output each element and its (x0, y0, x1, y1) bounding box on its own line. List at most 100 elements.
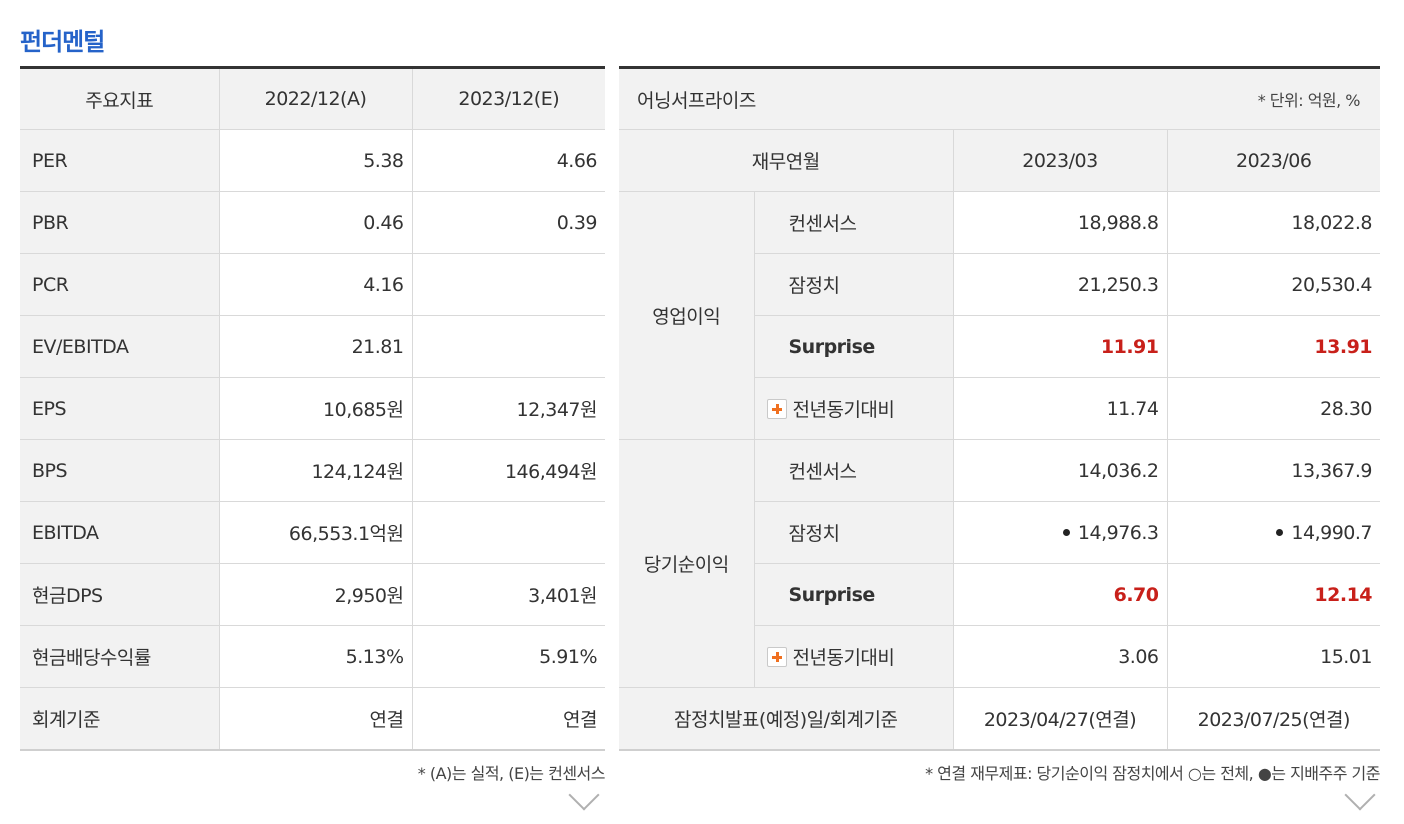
estimate-value: 0.39 (411, 191, 605, 254)
table-row: 회계기준 연결 연결 (20, 687, 605, 750)
footer-value: 2023/04/27(연결) (952, 687, 1167, 750)
actual-value: 21.81 (218, 315, 412, 378)
consensus-value: 14,036.2 (952, 439, 1167, 502)
actual-value: 5.13% (218, 625, 412, 688)
actual-value: 2,950원 (218, 563, 412, 626)
preliminary-value-cell: 14,976.3 (952, 501, 1167, 564)
surprise-value: 12.14 (1166, 563, 1381, 626)
row-label: EPS (20, 377, 219, 440)
row-label-yoy[interactable]: 전년동기대비 (753, 377, 953, 440)
yoy-value: 28.30 (1166, 377, 1381, 440)
row-label: 현금배당수익률 (20, 625, 219, 688)
row-label: BPS (20, 439, 219, 502)
panel-title: 어닝서프라이즈 (619, 67, 953, 130)
yoy-label-text: 전년동기대비 (792, 647, 895, 669)
header-indicator: 주요지표 (20, 67, 219, 130)
section-title: 펀더멘털 (20, 28, 105, 56)
actual-value: 124,124원 (218, 439, 412, 502)
expand-plus-icon[interactable] (766, 399, 787, 419)
table-row: 당기순이익 컨센서스 14,036.2 13,367.9 (619, 439, 1381, 688)
row-label: PCR (20, 253, 219, 316)
actual-value: 66,553.1억원 (218, 501, 412, 564)
table-row: EPS 10,685원 12,347원 (20, 377, 605, 440)
estimate-value (411, 501, 605, 564)
preliminary-value-cell: 14,990.7 (1166, 501, 1381, 564)
estimate-value: 146,494원 (411, 439, 605, 502)
header-period: 재무연월 (619, 129, 953, 192)
surprise-value: 6.70 (952, 563, 1167, 626)
table-row: PER 5.38 4.66 (20, 129, 605, 192)
preliminary-value: 14,990.7 (1291, 521, 1373, 544)
actual-value: 0.46 (218, 191, 412, 254)
estimate-value: 5.91% (411, 625, 605, 688)
row-label: EV/EBITDA (20, 315, 219, 378)
actual-value: 5.38 (218, 129, 412, 192)
table-row: PBR 0.46 0.39 (20, 191, 605, 254)
table-footer-row: 잠정치발표(예정)일/회계기준 2023/04/27(연결) 2023/07/2… (619, 687, 1381, 750)
estimate-value: 12,347원 (411, 377, 605, 440)
row-label: 회계기준 (20, 687, 219, 750)
row-label-consensus: 컨센서스 (753, 191, 953, 254)
earnings-surprise-table: 어닝서프라이즈 * 단위: 억원, % 재무연월 2023/03 2023/06… (619, 66, 1381, 751)
surprise-value: 11.91 (952, 315, 1167, 378)
table-row: Surprise 11.91 13.91 (619, 315, 1381, 378)
table-header-row: 주요지표 2022/12(A) 2023/12(E) (20, 67, 605, 130)
left-footnote: * (A)는 실적, (E)는 컨센서스 (417, 764, 606, 783)
estimate-value (411, 253, 605, 316)
consensus-value: 18,988.8 (952, 191, 1167, 254)
table-row: 잠정치 21,250.3 20,530.4 (619, 253, 1381, 316)
table-row: EBITDA 66,553.1억원 (20, 501, 605, 564)
row-label-surprise: Surprise (753, 315, 953, 378)
yoy-value: 3.06 (952, 625, 1167, 688)
table-row: 전년동기대비 11.74 28.30 (619, 377, 1381, 440)
table-row: 현금DPS 2,950원 3,401원 (20, 563, 605, 626)
expand-chevron-down-icon[interactable] (568, 779, 600, 811)
row-label: PBR (20, 191, 219, 254)
yoy-label-text: 전년동기대비 (792, 399, 895, 421)
actual-value: 4.16 (218, 253, 412, 316)
row-label: 현금DPS (20, 563, 219, 626)
header-estimate: 2023/12(E) (411, 67, 605, 130)
estimate-value: 3,401원 (411, 563, 605, 626)
preliminary-value: 14,976.3 (1077, 521, 1159, 544)
row-label: EBITDA (20, 501, 219, 564)
row-label-surprise: Surprise (753, 563, 953, 626)
row-label: PER (20, 129, 219, 192)
consensus-value: 13,367.9 (1166, 439, 1381, 502)
actual-value: 연결 (218, 687, 412, 750)
estimate-value (411, 315, 605, 378)
key-indicators-table: 주요지표 2022/12(A) 2023/12(E) PER 5.38 4.66… (20, 66, 605, 751)
row-label-yoy[interactable]: 전년동기대비 (753, 625, 953, 688)
header-actual: 2022/12(A) (218, 67, 412, 130)
actual-value: 10,685원 (218, 377, 412, 440)
table-row: 현금배당수익률 5.13% 5.91% (20, 625, 605, 688)
key-indicators-panel: 주요지표 2022/12(A) 2023/12(E) PER 5.38 4.66… (20, 66, 605, 751)
yoy-value: 11.74 (952, 377, 1167, 440)
expand-plus-icon[interactable] (766, 647, 787, 667)
controlling-shareholder-dot-icon (1062, 528, 1070, 536)
row-label-preliminary: 잠정치 (753, 501, 953, 564)
footer-value: 2023/07/25(연결) (1166, 687, 1381, 750)
header-period-2: 2023/06 (1166, 129, 1381, 192)
estimate-value: 연결 (411, 687, 605, 750)
yoy-value: 15.01 (1166, 625, 1381, 688)
table-header-row: 재무연월 2023/03 2023/06 (619, 129, 1381, 192)
unit-note: * 단위: 억원, % (953, 67, 1381, 130)
table-row: PCR 4.16 (20, 253, 605, 316)
preliminary-value: 21,250.3 (952, 253, 1167, 316)
table-row: BPS 124,124원 146,494원 (20, 439, 605, 502)
table-row: 잠정치 14,976.3 14,990.7 (619, 501, 1381, 564)
table-row: 전년동기대비 3.06 15.01 (619, 625, 1381, 688)
earnings-surprise-panel: 어닝서프라이즈 * 단위: 억원, % 재무연월 2023/03 2023/06… (619, 66, 1381, 751)
table-row: Surprise 6.70 12.14 (619, 563, 1381, 626)
preliminary-value: 20,530.4 (1166, 253, 1381, 316)
footer-label: 잠정치발표(예정)일/회계기준 (619, 687, 953, 750)
header-period-1: 2023/03 (952, 129, 1167, 192)
surprise-value: 13.91 (1166, 315, 1381, 378)
group-label-net-income: 당기순이익 (619, 439, 754, 688)
table-row: 영업이익 컨센서스 18,988.8 18,022.8 (619, 191, 1381, 440)
expand-chevron-down-icon[interactable] (1344, 779, 1376, 811)
estimate-value: 4.66 (411, 129, 605, 192)
group-label-operating-profit: 영업이익 (619, 191, 754, 440)
table-row: EV/EBITDA 21.81 (20, 315, 605, 378)
